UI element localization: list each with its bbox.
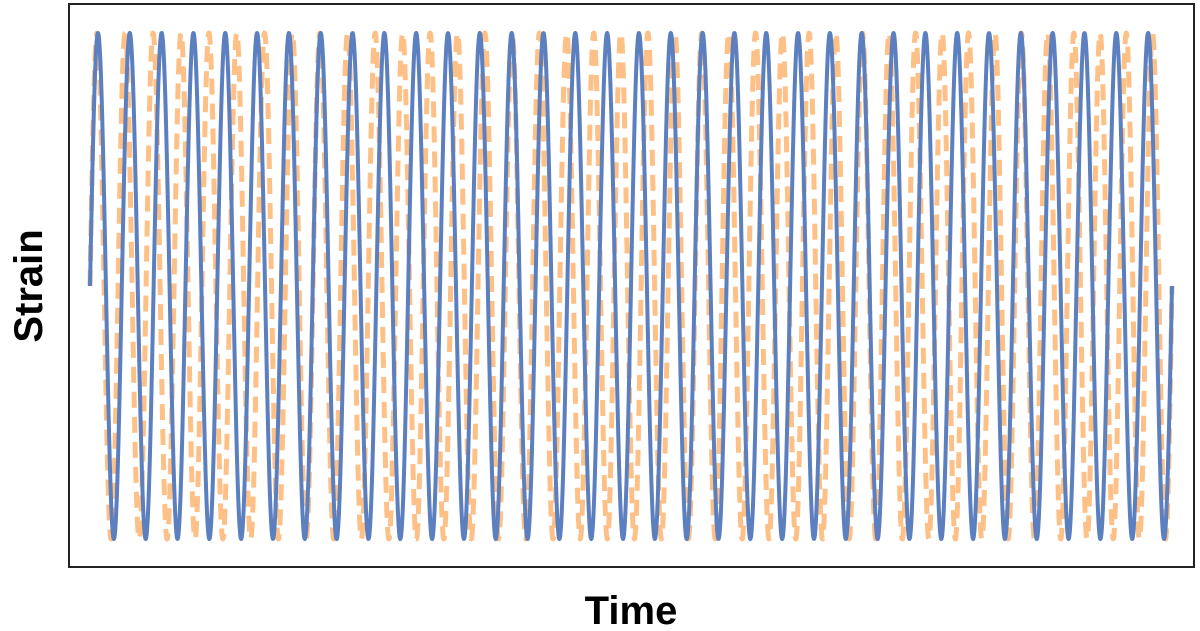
x-axis-title: Time (585, 589, 678, 631)
series-line-dashed (87, 30, 1175, 542)
y-axis-title: Strain (7, 229, 51, 342)
series-layer (87, 30, 1175, 542)
series-line-solid (88, 31, 1174, 541)
